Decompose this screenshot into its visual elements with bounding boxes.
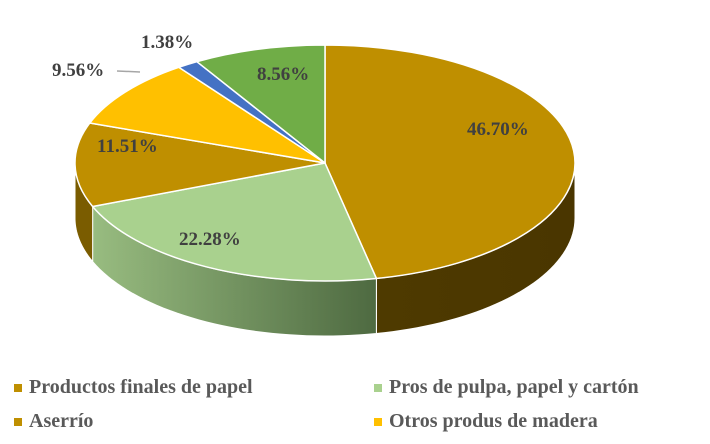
pie-slice <box>91 162 378 282</box>
legend-swatch-icon <box>14 383 22 392</box>
pie-slice <box>196 44 326 164</box>
data-label-aserrio: 11.51% <box>97 136 158 157</box>
data-label-productos-finales: 46.70% <box>467 119 529 140</box>
leader-line <box>116 70 141 73</box>
pie-slice <box>324 44 576 280</box>
legend-label: Pros de pulpa, papel y cartón <box>389 376 639 398</box>
legend-label: Aserrío <box>29 410 94 432</box>
chart-legend: Productos finales de papel Pros de pulpa… <box>0 370 710 444</box>
legend-item-productos-finales: Productos finales de papel <box>14 376 253 399</box>
legend-item-aserrio: Aserrío <box>14 410 93 433</box>
data-label-blue-slice: 1.38% <box>141 32 193 53</box>
data-label-pros-pulpa: 22.28% <box>179 229 241 250</box>
legend-swatch-icon <box>14 417 22 426</box>
legend-label: Productos finales de papel <box>29 376 253 398</box>
legend-label: Otros produs de madera <box>389 410 598 432</box>
pie-slice <box>74 122 326 208</box>
legend-item-pros-pulpa: Pros de pulpa, papel y cartón <box>374 376 639 399</box>
legend-swatch-icon <box>374 383 382 392</box>
pie-chart: 46.70% 22.28% 11.51% 9.56% 1.38% 8.56% <box>52 32 576 337</box>
data-label-otros-produs: 9.56% <box>52 60 104 81</box>
data-label-green-slice: 8.56% <box>257 64 309 85</box>
legend-swatch-icon <box>374 417 382 426</box>
legend-item-otros-produs: Otros produs de madera <box>374 410 598 433</box>
pie-top-faces <box>74 44 576 282</box>
pie-slice <box>89 66 326 164</box>
